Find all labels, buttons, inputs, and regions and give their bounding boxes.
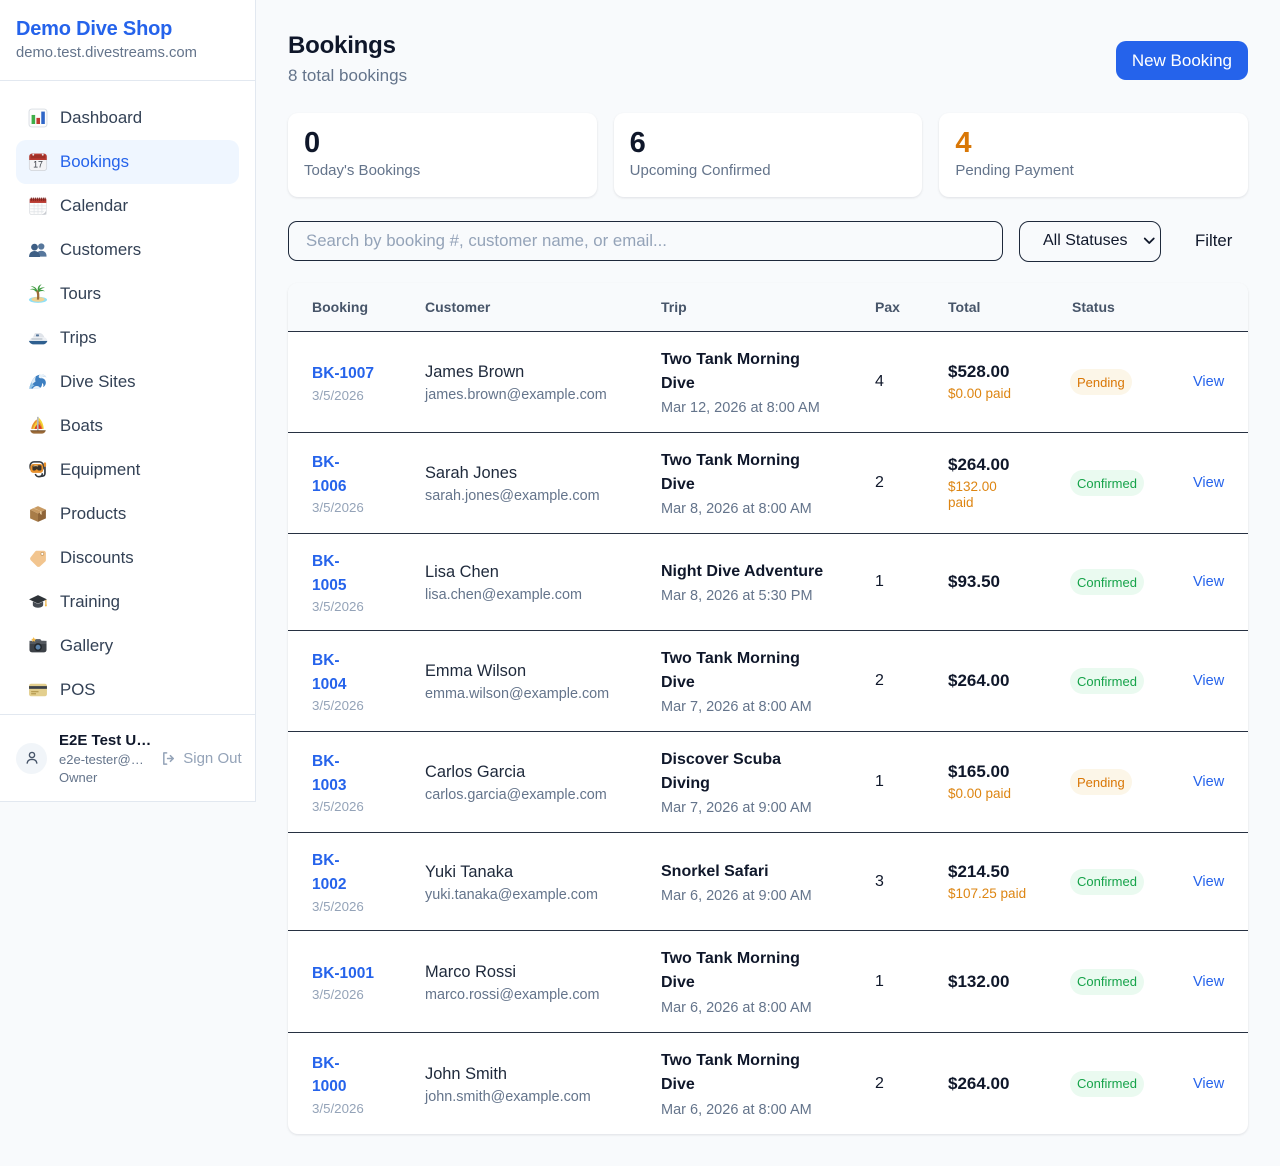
svg-text:17: 17	[33, 159, 43, 169]
